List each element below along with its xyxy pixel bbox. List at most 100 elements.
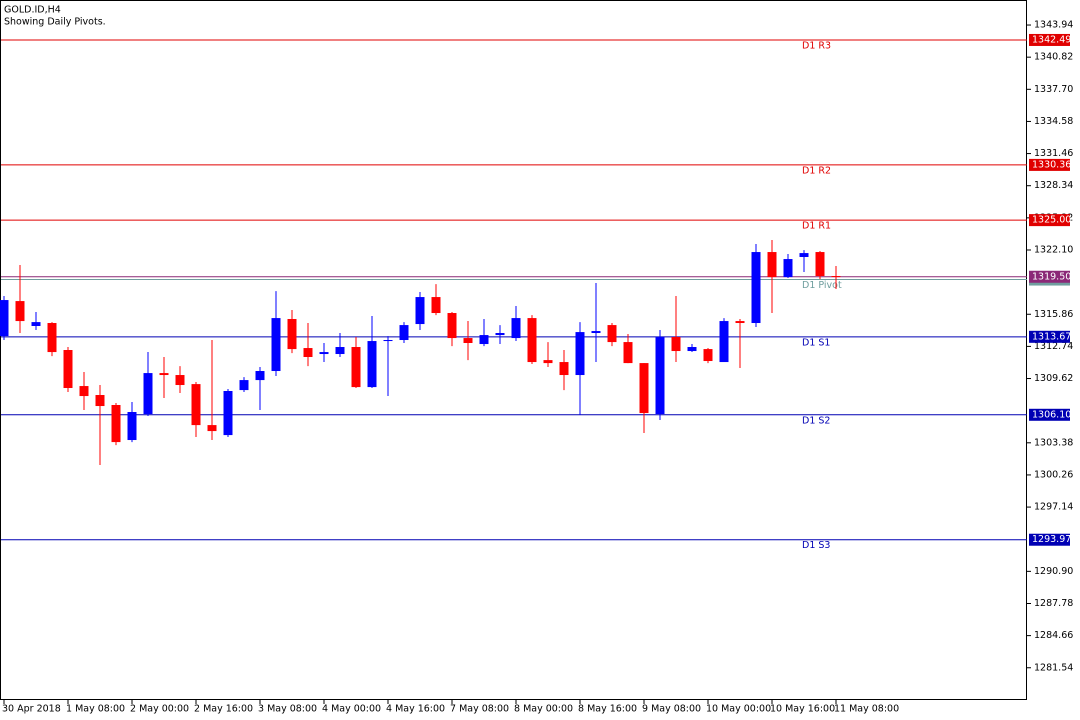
candle-body [303,348,313,358]
level-price-label: 1330.36 [1032,159,1071,170]
x-tick-label: 2 May 00:00 [130,704,189,715]
x-tick-label: 4 May 16:00 [386,704,445,715]
candle-body [527,318,537,363]
level-name: D1 R3 [802,40,831,51]
y-tick-label: 1287.78 [1034,598,1073,609]
y-tick-label: 1281.54 [1034,662,1073,673]
candle-body [543,360,553,364]
x-tick-label: 2 May 16:00 [194,704,253,715]
candle-body [15,301,25,322]
candle-body [415,297,425,325]
x-tick-label: 7 May 08:00 [450,704,509,715]
level-price-box [1029,408,1070,421]
candle-body [575,332,585,376]
candle-body [431,297,441,314]
chart-subtitle: Showing Daily Pivots. [4,17,106,28]
level-price-label: 1319.50 [1032,271,1071,282]
level-price-box [1029,330,1070,343]
candle-body [271,318,281,372]
y-tick-label: 1300.26 [1034,469,1073,480]
x-tick-label: 10 May 00:00 [706,704,771,715]
candle-body [399,325,409,341]
candle-body [623,342,633,364]
y-tick-label: 1284.66 [1034,630,1073,641]
candle-body [831,276,841,278]
candle-body [319,352,329,355]
candle-body [463,338,473,343]
candle-body [207,425,217,432]
candle-body [639,363,649,414]
y-tick-label: 1331.46 [1034,148,1073,159]
y-tick-label: 1290.90 [1034,566,1073,577]
level-name: D1 S3 [802,540,830,551]
level-name: D1 R1 [802,221,831,232]
level-name: D1 S1 [802,337,830,348]
candle-body [31,322,41,327]
candle-body [447,313,457,339]
candle-body [495,333,505,336]
x-tick-label: 11 May 08:00 [834,704,899,715]
y-tick-label: 1340.82 [1034,52,1073,63]
candle-body [591,331,601,334]
candle-body [671,337,681,352]
candle-body [655,337,665,415]
plot-frame [0,0,1027,700]
level-price-label: 1342.49 [1032,34,1071,45]
candle-body [239,380,249,391]
level-name: D1 Pivot [802,280,842,291]
level-price-label: 1313.67 [1032,331,1071,342]
y-tick-label: 1315.86 [1034,309,1073,320]
y-tick-label: 1328.34 [1034,180,1073,191]
candle-body [719,321,729,363]
candle-body [127,412,137,441]
candle-body [287,318,297,350]
candle-body [143,373,153,415]
candle-body [607,325,617,343]
candle-body [815,252,825,277]
candle-body [95,395,105,407]
level-price-box [1029,158,1070,171]
candle-body [383,340,393,342]
candle-body [191,384,201,426]
y-tick-label: 1309.62 [1034,373,1073,384]
x-tick-label: 8 May 16:00 [578,704,637,715]
x-tick-label: 30 Apr 2018 [2,704,61,715]
candle-body [175,375,185,386]
y-tick-label: 1334.58 [1034,116,1073,127]
candle-body [751,252,761,324]
y-tick-label: 1312.74 [1034,341,1073,352]
candle-body [367,341,377,388]
x-tick-label: 3 May 08:00 [258,704,317,715]
level-price-label: 1325.00 [1032,215,1071,226]
y-tick-label: 1337.70 [1034,84,1073,95]
candle-body [799,253,809,257]
y-tick-label: 1297.14 [1034,502,1073,513]
y-tick-label: 1322.10 [1034,244,1073,255]
x-tick-label: 1 May 08:00 [66,704,125,715]
level-price-box [1029,214,1070,227]
candle-body [79,386,89,397]
candle-body [559,362,569,376]
candle-body [47,323,57,353]
candle-body [63,350,73,389]
candle-body [479,335,489,345]
x-tick-label: 8 May 00:00 [514,704,573,715]
level-price-box [1029,270,1070,283]
candle-body [783,259,793,278]
level-name: D1 R2 [802,165,831,176]
candle-body [255,371,265,381]
level-price-label: 1293.97 [1032,534,1071,545]
candle-body [511,318,521,339]
candle-body [223,390,233,436]
candle-body [159,373,169,376]
y-tick-label: 1303.38 [1034,437,1073,448]
candle-body [335,347,345,355]
candle-body [351,347,361,388]
x-tick-label: 9 May 08:00 [642,704,701,715]
candle-body [767,252,777,278]
x-tick-label: 10 May 16:00 [770,704,835,715]
candle-body [111,405,121,443]
level-price-box [1029,33,1070,46]
